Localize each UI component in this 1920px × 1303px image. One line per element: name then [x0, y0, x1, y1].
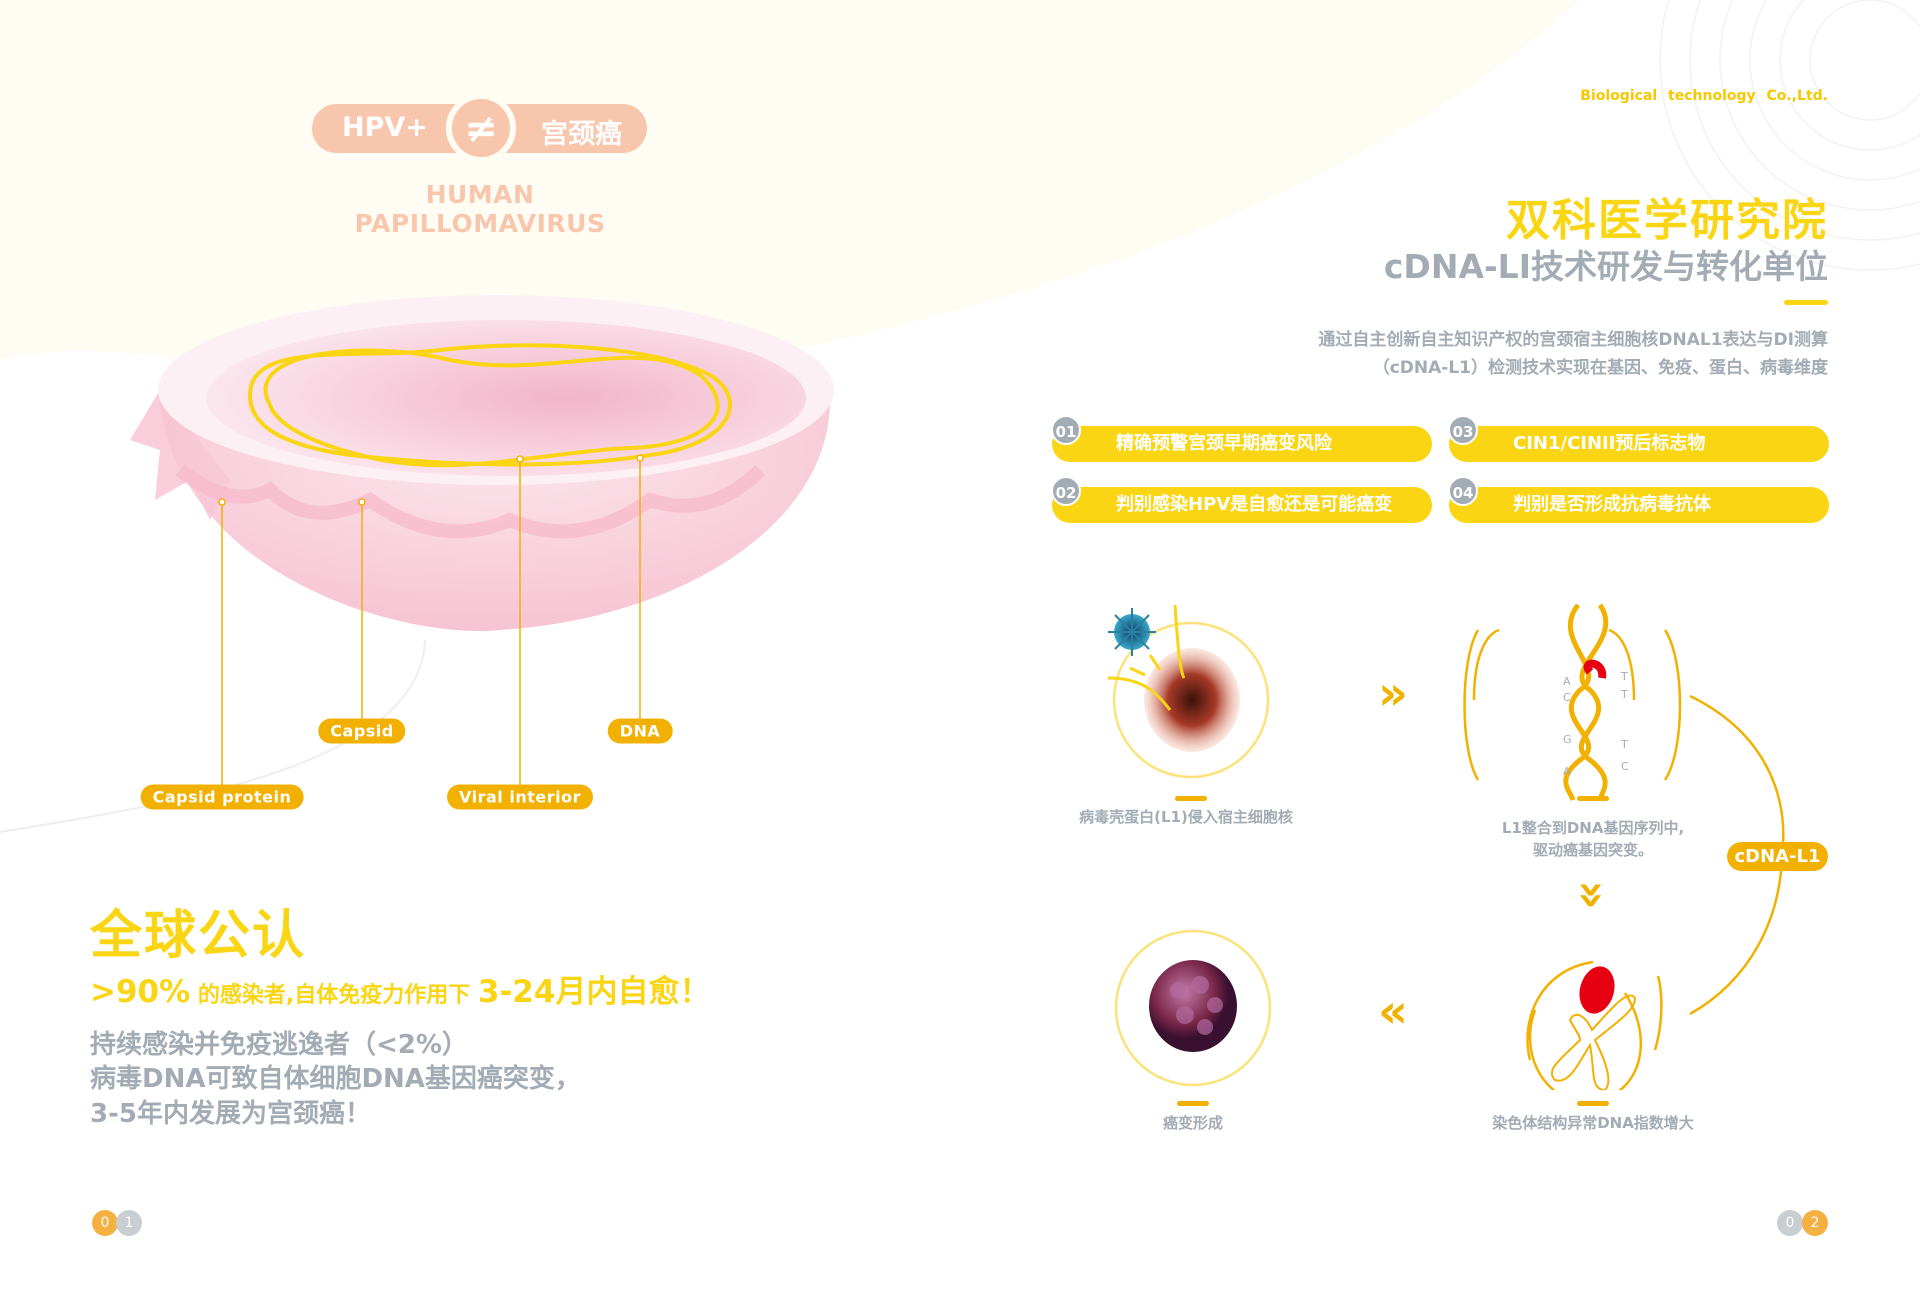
persistent-line-3: 3-5年内发展为宫颈癌！	[90, 1099, 371, 1129]
stat-line: >90% 的感染者,自体免疫力作用下 3-24月内自愈！	[90, 966, 710, 1011]
svg-text:T: T	[1620, 670, 1628, 683]
capsid-label: Capsid	[318, 718, 406, 744]
description: 通过自主创新自主知识产权的宫颈宿主细胞核DNAL1表达与DI测算 （cDNA-L…	[1318, 326, 1828, 382]
feature-pill: 判别是否形成抗病毒抗体	[1449, 487, 1829, 523]
caption-dash	[1577, 1101, 1609, 1106]
caption-dash	[1577, 796, 1609, 801]
step-caption: L1整合到DNA基因序列中, 驱动癌基因突变。	[1502, 817, 1684, 861]
feature-number: 01	[1051, 415, 1081, 445]
description-line: 通过自主创新自主知识产权的宫颈宿主细胞核DNAL1表达与DI测算	[1318, 330, 1828, 350]
feature-pill: 判别感染HPV是自愈还是可能癌变	[1052, 487, 1432, 523]
stat-percent: >90%	[90, 974, 191, 1010]
step-caption-line: L1整合到DNA基因序列中,	[1501, 819, 1685, 837]
label-leader-lines	[218, 454, 644, 785]
svg-text:C: C	[1621, 760, 1629, 773]
description-line: （cDNA-L1）检测技术实现在基因、免疫、蛋白、病毒维度	[1372, 358, 1828, 378]
feature-pill: 精确预警宫颈早期癌变风险	[1052, 426, 1432, 462]
svg-text:A: A	[1563, 675, 1571, 688]
page-number-digit: 0	[92, 1210, 118, 1236]
page-number-digit: 2	[1802, 1210, 1828, 1236]
feature-number: 03	[1448, 415, 1478, 445]
stat-result: 3-24月内自愈！	[477, 974, 711, 1010]
title-underline	[1784, 300, 1828, 305]
right-arrow-icon: »	[1378, 666, 1408, 720]
cycle-arc	[1689, 694, 1785, 1016]
svg-text:C: C	[1563, 691, 1571, 704]
caption-dash	[1177, 1101, 1209, 1106]
step-caption: 病毒壳蛋白(L1)侵入宿主细胞核	[1079, 808, 1293, 826]
capsid-protein-label: Capsid protein	[140, 784, 304, 810]
virus-invading-cell-icon	[1107, 604, 1270, 779]
persistent-line-1: 持续感染并免疫逃逸者（<2%）	[90, 1030, 468, 1060]
feature-number: 04	[1448, 476, 1478, 506]
down-arrow-icon: »	[1566, 880, 1620, 910]
persistent-line-2: 病毒DNA可致自体细胞DNA基因癌突变，	[90, 1064, 581, 1094]
page-number-digit: 0	[1777, 1210, 1803, 1236]
page-number-digit: 1	[116, 1210, 142, 1236]
company-name: Biological technology Co.,Ltd.	[1580, 88, 1828, 104]
not-equal-symbol: ≠	[464, 106, 498, 152]
stat-middle: 的感染者,自体免疫力作用下	[190, 983, 478, 1008]
viral-interior-label: Viral interior	[447, 784, 593, 810]
institute-title: 双科医学研究院	[1506, 195, 1828, 246]
not-equal-icon: ≠	[446, 93, 516, 163]
left-arrow-icon: «	[1378, 984, 1408, 1038]
dna-helix-icon	[1463, 603, 1682, 801]
feature-number: 02	[1051, 476, 1081, 506]
dna-ring-icon	[248, 343, 732, 468]
dna-label: DNA	[607, 718, 673, 744]
institute-subtitle: cDNA-LI技术研发与转化单位	[1383, 247, 1828, 286]
step-caption: 癌变形成	[1162, 1114, 1224, 1132]
svg-text:G: G	[1563, 733, 1572, 746]
step-caption: 染色体结构异常DNA指数增大	[1492, 1114, 1694, 1132]
chromosome-icon	[1526, 960, 1663, 1090]
hpv-label: HPV+	[342, 112, 428, 143]
headline: 全球公认	[90, 906, 307, 966]
hpv-subtitle: HUMAN PAPILLOMAVIRUS	[354, 180, 606, 238]
virus-bowl-illustration	[130, 295, 834, 632]
caption-dash	[1175, 796, 1207, 801]
svg-text:A: A	[1563, 765, 1571, 778]
step-caption-line: 驱动癌基因突变。	[1532, 841, 1653, 859]
cervical-cancer-label: 宫颈癌	[541, 119, 622, 150]
dna-bases: A C G A T T T C	[1563, 670, 1629, 778]
feature-pill: CIN1/CINII预后标志物	[1449, 426, 1829, 462]
cycle-diagram: A C G A T T T C	[1107, 603, 1785, 1090]
svg-text:T: T	[1620, 738, 1628, 751]
tumor-icon	[1114, 929, 1272, 1087]
cdna-l1-badge: cDNA-L1	[1727, 842, 1828, 871]
svg-text:T: T	[1620, 688, 1628, 701]
